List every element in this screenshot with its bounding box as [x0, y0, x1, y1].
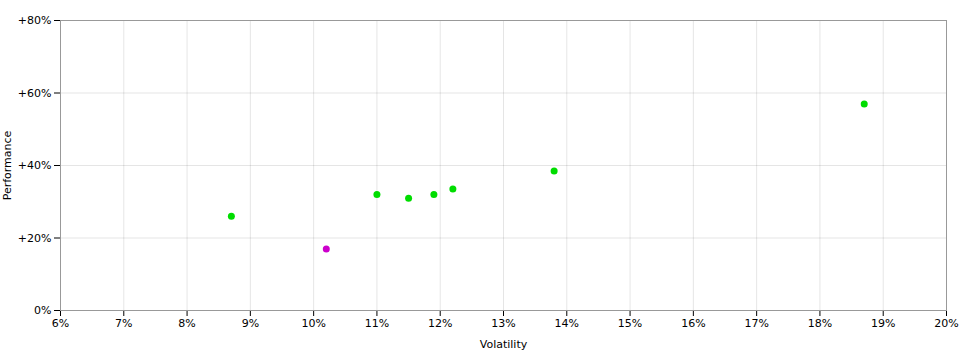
svg-text:+20%: +20%: [18, 232, 52, 245]
svg-text:9%: 9%: [242, 317, 259, 330]
svg-text:Performance: Performance: [1, 130, 14, 200]
svg-text:6%: 6%: [52, 317, 69, 330]
svg-text:0%: 0%: [34, 304, 51, 317]
svg-text:15%: 15%: [618, 317, 642, 330]
svg-text:+40%: +40%: [18, 159, 52, 172]
svg-text:16%: 16%: [681, 317, 705, 330]
svg-text:Volatility: Volatility: [480, 338, 528, 350]
svg-text:17%: 17%: [744, 317, 768, 330]
svg-text:8%: 8%: [178, 317, 195, 330]
svg-text:12%: 12%: [428, 317, 452, 330]
svg-text:10%: 10%: [301, 317, 325, 330]
svg-text:+60%: +60%: [18, 87, 52, 100]
svg-text:19%: 19%: [871, 317, 895, 330]
svg-text:11%: 11%: [365, 317, 389, 330]
svg-text:+80%: +80%: [18, 14, 52, 27]
svg-text:20%: 20%: [934, 317, 958, 330]
svg-text:18%: 18%: [808, 317, 832, 330]
svg-text:13%: 13%: [491, 317, 515, 330]
svg-text:7%: 7%: [115, 317, 132, 330]
svg-text:14%: 14%: [555, 317, 579, 330]
